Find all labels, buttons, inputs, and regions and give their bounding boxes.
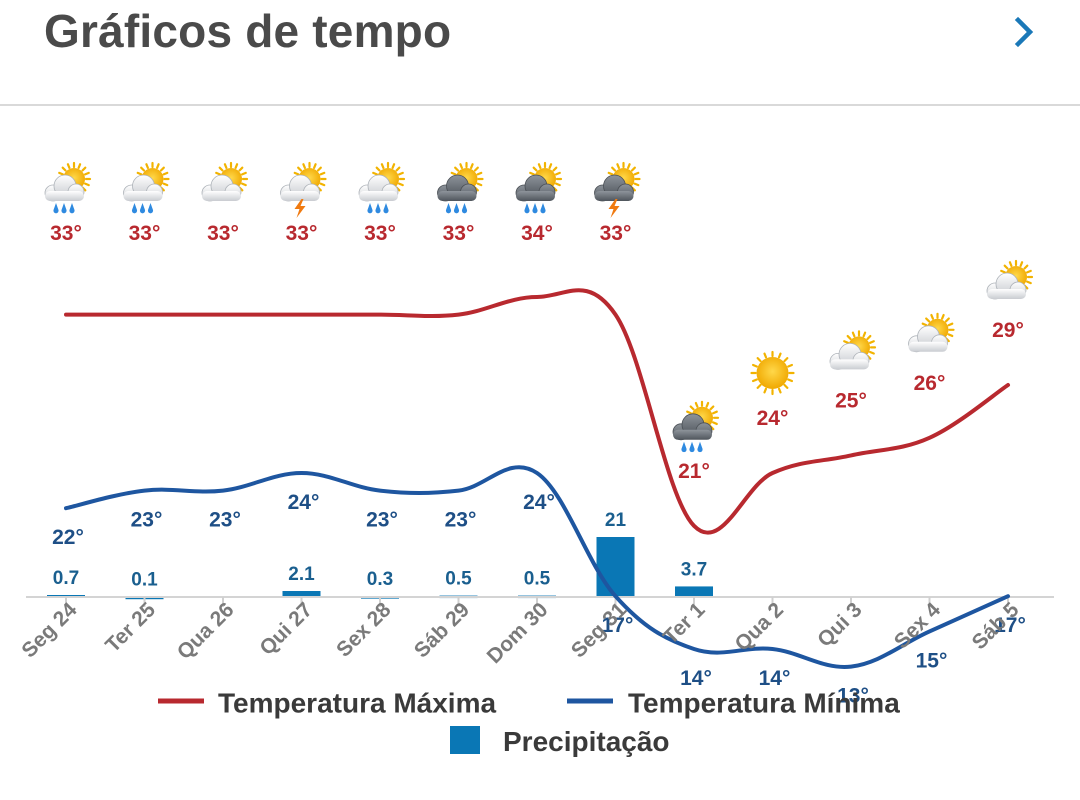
- rain-drops: [131, 203, 154, 214]
- max-temp-label-13: 29°: [992, 319, 1024, 342]
- cloud-shape: [123, 174, 163, 202]
- sun-cloud-rain-icon: [44, 161, 92, 214]
- min-temp-label-10: 14°: [759, 667, 791, 690]
- min-temp-line: [64, 465, 1010, 669]
- sun-dark-cloud-rain-icon: [437, 161, 484, 214]
- x-label-11: Qui 3: [813, 598, 866, 651]
- x-label-2: Ter 25: [101, 598, 160, 657]
- min-temp-label-6: 23°: [445, 509, 477, 532]
- rain-drops: [367, 203, 389, 214]
- x-axis-ticks: [65, 597, 1009, 607]
- precip-bar-8: [596, 537, 635, 597]
- sun-dark-cloud-rain-icon: [672, 400, 720, 453]
- precip-bar-4: [282, 591, 321, 597]
- cloud-shape: [594, 174, 634, 202]
- sun-dark-cloud-rain-icon: [515, 161, 563, 214]
- min-temp-label-3: 23°: [209, 509, 241, 532]
- precip-label-8: 21: [605, 510, 627, 531]
- cloud-shape: [201, 174, 242, 202]
- max-temp-label-4: 33°: [286, 222, 318, 245]
- min-temp-label-8: 17°: [602, 614, 634, 637]
- cloud-shape: [986, 272, 1027, 300]
- cloud-shape: [829, 342, 870, 370]
- sun-rays: [750, 350, 795, 396]
- sun-cloud-icon: [201, 161, 249, 202]
- cloud-shape: [437, 174, 477, 202]
- precip-label-4: 2.1: [288, 564, 315, 585]
- legend: Temperatura Máxima Temperatura Mínima Pr…: [158, 687, 900, 757]
- max-temp-line: [64, 288, 1010, 535]
- min-temp-label-13: 17°: [994, 614, 1026, 637]
- precip-bar-9: [675, 586, 713, 597]
- precip-label-7: 0.5: [524, 569, 551, 590]
- cloud-shape: [908, 325, 948, 353]
- max-temp-label-12: 26°: [914, 372, 946, 395]
- sun-cloud-rain-icon: [123, 161, 170, 214]
- rain-drops: [445, 203, 468, 214]
- max-temp-label-11: 25°: [835, 389, 867, 412]
- sun-cloud-storm-icon: [280, 161, 327, 218]
- max-temp-label-7: 34°: [521, 222, 553, 245]
- max-temp-label-3: 33°: [207, 222, 239, 245]
- legend-precip-swatch: [450, 726, 480, 754]
- min-temp-label-1: 22°: [52, 526, 84, 549]
- cloud-shape: [515, 174, 556, 202]
- lightning-bolt: [608, 199, 620, 218]
- min-temp-label-9: 14°: [680, 667, 712, 690]
- cloud-shape: [672, 413, 713, 441]
- legend-max-label: Temperatura Máxima: [218, 687, 496, 718]
- min-temp-label-11: 13°: [837, 685, 869, 708]
- sun-icon: [750, 350, 795, 396]
- max-temp-label-1: 33°: [50, 222, 82, 245]
- max-temp-label-2: 33°: [129, 222, 161, 245]
- sun-cloud-rain-icon: [358, 161, 406, 214]
- page-title: Gráficos de tempo: [44, 5, 452, 57]
- precip-label-2: 0.1: [131, 570, 158, 591]
- max-temp-label-6: 33°: [443, 222, 475, 245]
- sun-dark-cloud-storm-icon: [594, 161, 641, 218]
- min-temp-label-2: 23°: [131, 509, 163, 532]
- cloud-shape: [44, 174, 85, 202]
- precip-label-1: 0.7: [53, 568, 79, 589]
- x-axis-labels: Seg 24 Ter 25 Qua 26 Qui 27 Sex 28 Sáb 29 Dom …: [17, 598, 1023, 668]
- sun-cloud-icon: [908, 312, 955, 353]
- x-label-12: Sex 4: [890, 598, 945, 653]
- sun-disc: [756, 357, 789, 389]
- cloud-shape: [358, 174, 399, 202]
- legend-precip-label: Precipitação: [503, 726, 670, 757]
- x-label-7: Dom 30: [483, 598, 553, 668]
- max-temp-label-5: 33°: [364, 222, 396, 245]
- header-bar: Gráficos de tempo: [0, 0, 1080, 106]
- rain-drops: [524, 203, 546, 214]
- x-label-6: Sáb 29: [410, 598, 474, 662]
- x-label-1: Seg 24: [17, 598, 81, 662]
- min-temp-label-7: 24°: [523, 491, 555, 514]
- x-label-3: Qua 26: [173, 598, 239, 664]
- precip-label-5: 0.3: [367, 569, 393, 590]
- cloud-shape: [280, 174, 320, 202]
- rain-drops: [681, 441, 703, 453]
- x-label-5: Sex 28: [332, 598, 396, 662]
- max-temp-label-10: 24°: [757, 407, 789, 430]
- min-temp-label-4: 24°: [288, 491, 320, 514]
- lightning-bolt: [294, 199, 306, 218]
- legend-min-label: Temperatura Mínima: [628, 687, 900, 718]
- weather-icons: [44, 161, 1034, 453]
- precip-label-9: 3.7: [681, 559, 707, 580]
- max-temp-label-8: 33°: [600, 222, 632, 245]
- chevron-right-icon[interactable]: [1004, 12, 1044, 52]
- max-temp-label-9: 21°: [678, 460, 710, 483]
- rain-drops: [53, 203, 75, 214]
- temperature-lines: [64, 288, 1010, 669]
- x-label-9: Ter 1: [659, 598, 710, 649]
- precip-label-6: 0.5: [445, 569, 472, 590]
- min-temp-label-12: 15°: [916, 649, 948, 672]
- x-label-4: Qui 27: [255, 598, 317, 660]
- temperature-labels: 33° 33° 33° 33° 33° 33° 34° 33° 21° 24° 25° 26° 29° 2…: [50, 222, 1026, 708]
- sun-cloud-icon: [986, 259, 1034, 300]
- sun-cloud-icon: [829, 330, 877, 370]
- min-temp-label-5: 23°: [366, 509, 398, 532]
